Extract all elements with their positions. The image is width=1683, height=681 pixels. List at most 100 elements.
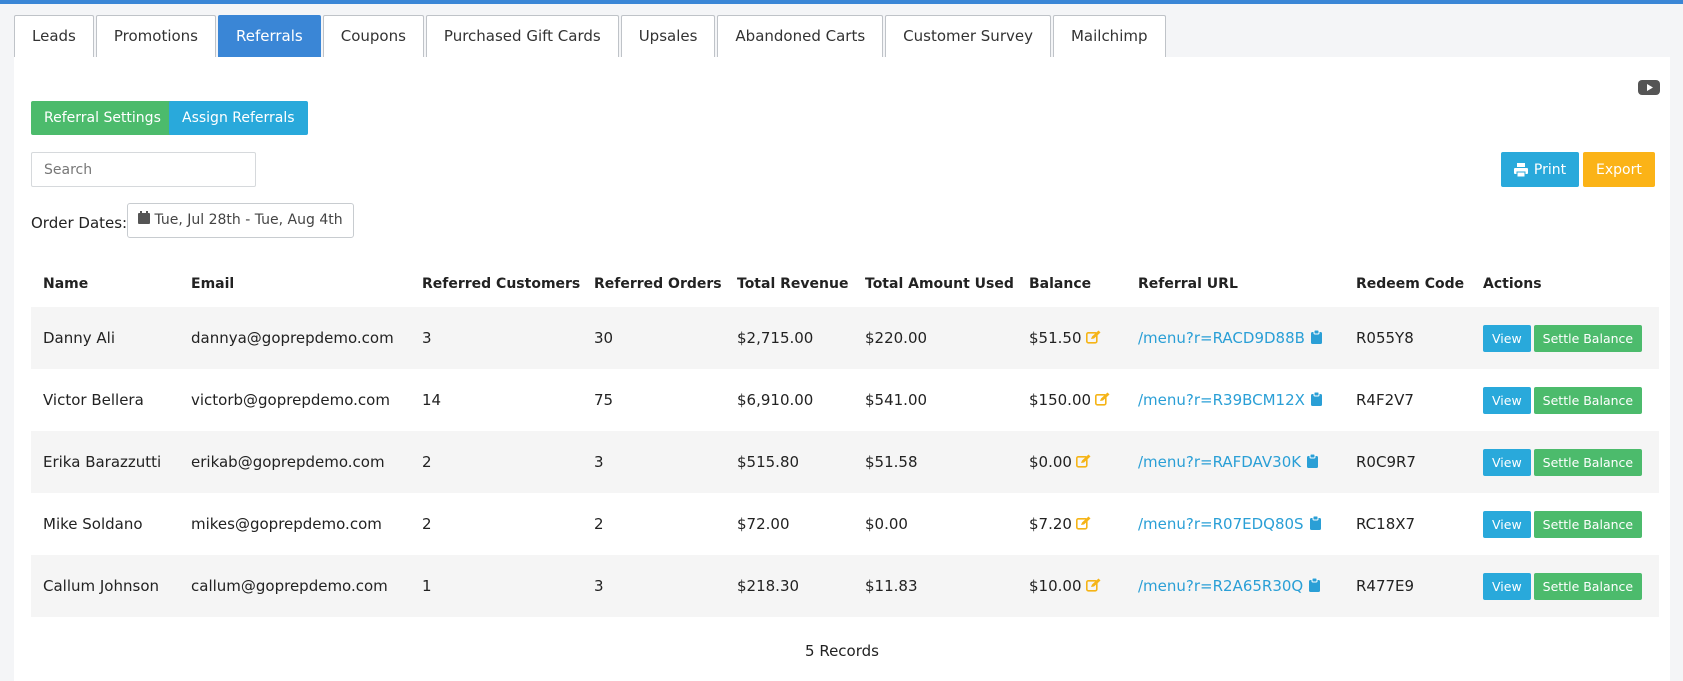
cell-text: Erika Barazzutti bbox=[43, 453, 162, 471]
cell-text: Mike Soldano bbox=[43, 515, 143, 533]
play-icon bbox=[1647, 84, 1653, 91]
cell-text: R055Y8 bbox=[1356, 329, 1414, 347]
view-button[interactable]: View bbox=[1483, 386, 1531, 414]
cell-text: 75 bbox=[594, 391, 614, 409]
settle-balance-button[interactable]: Settle Balance bbox=[1533, 324, 1643, 352]
referral-link[interactable]: /menu?r=R39BCM12X bbox=[1138, 391, 1305, 409]
cell-text: 2 bbox=[594, 515, 604, 533]
assign-referrals-button[interactable]: Assign Referrals bbox=[169, 101, 308, 135]
table-cell: victorb@goprepdemo.com bbox=[179, 369, 410, 431]
edit-icon[interactable] bbox=[1095, 392, 1110, 406]
cell-text: 3 bbox=[422, 329, 432, 347]
tab[interactable]: Mailchimp bbox=[1052, 15, 1166, 57]
tab[interactable]: Referrals bbox=[218, 15, 321, 57]
table-body: Danny Ali dannya@goprepdemo.com 3 30 $2,715.… bbox=[31, 307, 1659, 617]
date-range-picker[interactable]: Tue, Jul 28th - Tue, Aug 4th bbox=[127, 203, 354, 238]
settle-balance-button[interactable]: Settle Balance bbox=[1533, 448, 1643, 476]
settle-balance-button[interactable]: Settle Balance bbox=[1533, 510, 1643, 538]
tab[interactable]: Customer Survey bbox=[885, 15, 1051, 57]
cell-text: dannya@goprepdemo.com bbox=[191, 329, 394, 347]
cell-text: victorb@goprepdemo.com bbox=[191, 391, 390, 409]
view-button[interactable]: View bbox=[1483, 324, 1531, 352]
referral-link[interactable]: /menu?r=RACD9D88B bbox=[1138, 329, 1305, 347]
copy-icon[interactable] bbox=[1309, 577, 1321, 592]
table-cell: 3 bbox=[410, 307, 582, 369]
edit-icon[interactable] bbox=[1085, 578, 1101, 592]
copy-icon[interactable] bbox=[1310, 329, 1322, 344]
copy-icon[interactable] bbox=[1309, 515, 1321, 530]
table-cell: $51.58 bbox=[853, 431, 1017, 493]
referral-link[interactable]: /menu?r=R07EDQ80S bbox=[1138, 515, 1304, 533]
settle-balance-button[interactable]: Settle Balance bbox=[1533, 386, 1643, 414]
tab[interactable]: Abandoned Carts bbox=[717, 15, 884, 57]
cell-text: $51.58 bbox=[865, 453, 918, 471]
copy-icon[interactable] bbox=[1307, 453, 1319, 468]
cell-text: $220.00 bbox=[865, 329, 928, 347]
cell-text: callum@goprepdemo.com bbox=[191, 577, 388, 595]
table-cell: $0.00 bbox=[1017, 431, 1126, 493]
table-cell: Danny Ali bbox=[31, 307, 179, 369]
cell-text: 30 bbox=[594, 329, 614, 347]
column-header: Name bbox=[43, 275, 89, 292]
column-header: Total Amount Used bbox=[865, 275, 1014, 292]
actions-cell: View Settle Balance bbox=[1471, 493, 1659, 555]
table-cell: mikes@goprepdemo.com bbox=[179, 493, 410, 555]
print-button[interactable]: Print bbox=[1501, 152, 1579, 187]
table-cell: $10.00 bbox=[1017, 555, 1126, 617]
table-cell: /menu?r=R39BCM12X bbox=[1126, 369, 1344, 431]
cell-text: $515.80 bbox=[737, 453, 800, 471]
column-header: Referred Orders bbox=[594, 275, 722, 292]
column-header: Redeem Code bbox=[1356, 275, 1465, 292]
cell-text: mikes@goprepdemo.com bbox=[191, 515, 382, 533]
view-button[interactable]: View bbox=[1483, 572, 1531, 600]
cell-text: 1 bbox=[422, 577, 432, 595]
youtube-icon[interactable] bbox=[1638, 80, 1660, 95]
cell-text: $72.00 bbox=[737, 515, 790, 533]
table-cell: 1 bbox=[410, 555, 582, 617]
date-range: Tue, Jul 28th - Tue, Aug 4th bbox=[154, 212, 343, 228]
table-cell: 3 bbox=[582, 431, 725, 493]
tab[interactable]: Coupons bbox=[322, 15, 424, 57]
table-cell: $6,910.00 bbox=[725, 369, 853, 431]
edit-icon[interactable] bbox=[1075, 516, 1091, 530]
cell-text: $218.30 bbox=[737, 577, 800, 595]
cell-text: $7.20 bbox=[1029, 515, 1072, 533]
cell-text: 14 bbox=[422, 391, 442, 409]
table-row: Erika Barazzutti erikab@goprepdemo.com 2 3 $… bbox=[31, 431, 1659, 493]
column-header: Referral URL bbox=[1138, 275, 1238, 292]
table-cell: Victor Bellera bbox=[31, 369, 179, 431]
tab[interactable]: Promotions bbox=[95, 15, 216, 57]
search-input[interactable] bbox=[31, 152, 256, 187]
settle-balance-button[interactable]: Settle Balance bbox=[1533, 572, 1643, 600]
cell-text: erikab@goprepdemo.com bbox=[191, 453, 385, 471]
table-cell: $72.00 bbox=[725, 493, 853, 555]
actions-cell: View Settle Balance bbox=[1471, 555, 1659, 617]
referral-link[interactable]: /menu?r=RAFDAV30K bbox=[1138, 453, 1302, 471]
table-cell: /menu?r=RAFDAV30K bbox=[1126, 431, 1344, 493]
view-button[interactable]: View bbox=[1483, 448, 1531, 476]
tab[interactable]: Leads bbox=[14, 15, 94, 57]
tab[interactable]: Upsales bbox=[620, 15, 716, 57]
table-cell: 3 bbox=[582, 555, 725, 617]
edit-icon[interactable] bbox=[1085, 330, 1101, 344]
copy-icon[interactable] bbox=[1310, 391, 1322, 406]
table-cell: R0C9R7 bbox=[1344, 431, 1471, 493]
top-bar bbox=[0, 0, 1683, 4]
record-count: 5 Records bbox=[805, 642, 879, 660]
export-button[interactable]: Export bbox=[1583, 152, 1655, 187]
cell-text: $11.83 bbox=[865, 577, 918, 595]
table-cell: Erika Barazzutti bbox=[31, 431, 179, 493]
tab[interactable]: Purchased Gift Cards bbox=[425, 15, 619, 57]
referral-settings-button[interactable]: Referral Settings bbox=[31, 101, 174, 135]
cell-text: RC18X7 bbox=[1356, 515, 1416, 533]
cell-text: R4F2V7 bbox=[1356, 391, 1414, 409]
cell-text: R477E9 bbox=[1356, 577, 1415, 595]
edit-icon[interactable] bbox=[1075, 454, 1091, 468]
column-header: Total Revenue bbox=[737, 275, 849, 292]
header-row: Name Email Referred Customers Referred Orde… bbox=[31, 260, 1659, 307]
view-button[interactable]: View bbox=[1483, 510, 1531, 538]
table-cell: callum@goprepdemo.com bbox=[179, 555, 410, 617]
table-cell: 2 bbox=[410, 431, 582, 493]
column-header: Email bbox=[191, 275, 235, 292]
referral-link[interactable]: /menu?r=R2A65R30Q bbox=[1138, 577, 1304, 595]
